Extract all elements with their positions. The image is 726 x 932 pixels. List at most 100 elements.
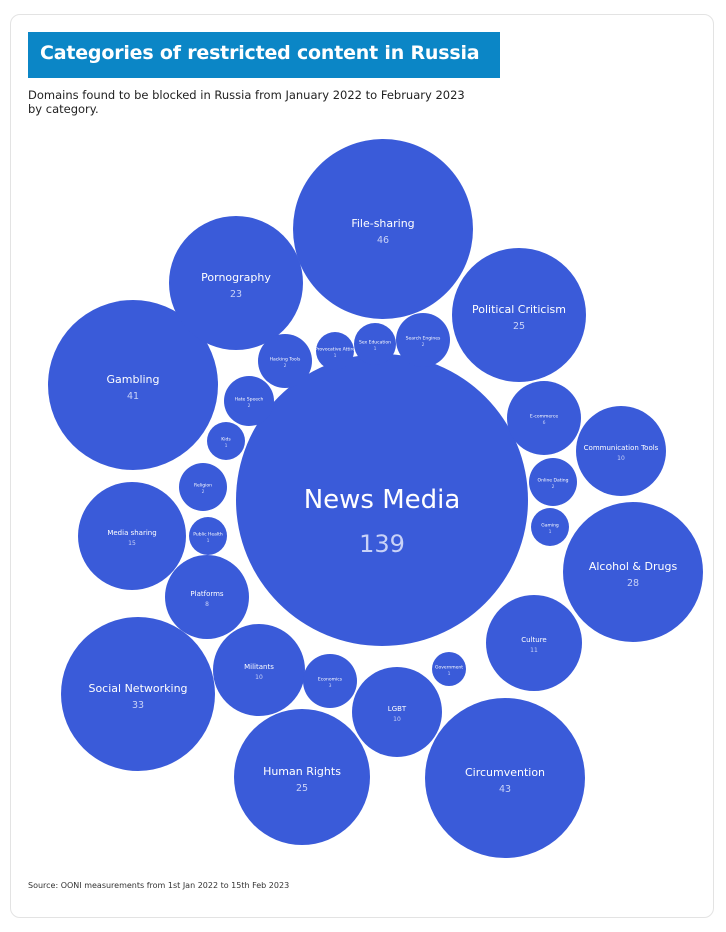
bubble-label-social-networking: Social Networking xyxy=(88,682,187,695)
bubble-value-news-media: 139 xyxy=(359,530,405,558)
bubble-value-kids: 1 xyxy=(225,443,228,449)
bubble-circumvention: Circumvention 43 xyxy=(425,698,585,858)
bubble-label-hate-speech: Hate Speech xyxy=(235,397,264,403)
bubble-circle-platforms xyxy=(165,555,249,639)
bubble-culture: Culture 11 xyxy=(486,595,582,691)
bubble-pornography: Pornography 23 xyxy=(169,216,303,350)
bubble-label-government: Government xyxy=(435,665,463,671)
title-banner: Categories of restricted content in Russ… xyxy=(28,32,500,78)
bubble-label-circumvention: Circumvention xyxy=(465,766,545,779)
bubble-label-news-media: News Media xyxy=(304,485,461,515)
bubble-value-alcohol-and-drugs: 28 xyxy=(627,578,639,589)
bubble-value-gaming: 1 xyxy=(549,529,552,535)
bubble-human-rights: Human Rights 25 xyxy=(234,709,370,845)
bubble-circle-hate-speech xyxy=(224,376,274,426)
bubble-circle-online-dating xyxy=(529,458,577,506)
bubble-value-provocative-attire: 1 xyxy=(334,353,337,359)
bubble-lgbt: LGBT 10 xyxy=(352,667,442,757)
bubble-value-public-health: 1 xyxy=(207,538,210,544)
bubble-value-religion: 2 xyxy=(202,489,205,495)
bubble-label-political-criticism: Political Criticism xyxy=(472,303,566,316)
bubble-value-gambling: 41 xyxy=(127,391,139,402)
bubble-label-pornography: Pornography xyxy=(201,271,271,284)
bubble-news-media: News Media 139 xyxy=(236,354,528,646)
bubble-communication-tools: Communication Tools 10 xyxy=(576,406,666,496)
bubble-label-human-rights: Human Rights xyxy=(263,765,341,778)
bubble-value-communication-tools: 10 xyxy=(617,455,625,462)
bubble-value-economics: 3 xyxy=(329,683,332,689)
bubble-value-sex-education: 1 xyxy=(374,346,377,352)
bubble-circle-sex-education xyxy=(354,323,396,365)
bubble-value-political-criticism: 25 xyxy=(513,321,525,332)
bubble-label-economics: Economics xyxy=(318,677,343,683)
bubble-political-criticism: Political Criticism 25 xyxy=(452,248,586,382)
bubble-label-platforms: Platforms xyxy=(190,590,224,598)
bubble-circle-media-sharing xyxy=(78,482,186,590)
bubble-value-militants: 10 xyxy=(255,674,263,681)
bubble-circle-circumvention xyxy=(425,698,585,858)
bubble-circle-communication-tools xyxy=(576,406,666,496)
bubble-value-hacking-tools: 2 xyxy=(284,363,287,369)
bubble-label-media-sharing: Media sharing xyxy=(107,529,156,537)
bubble-circle-alcohol-and-drugs xyxy=(563,502,703,642)
bubble-value-e-commerce: 6 xyxy=(543,420,546,426)
bubble-label-kids: Kids xyxy=(221,437,231,443)
bubble-label-e-commerce: E-commerce xyxy=(530,414,558,420)
bubble-social-networking: Social Networking 33 xyxy=(61,617,215,771)
bubble-label-alcohol-and-drugs: Alcohol & Drugs xyxy=(589,560,678,573)
bubble-circle-lgbt xyxy=(352,667,442,757)
bubble-value-media-sharing: 15 xyxy=(128,540,136,547)
bubble-label-sex-education: Sex Education xyxy=(359,340,391,346)
bubble-circle-political-criticism xyxy=(452,248,586,382)
bubble-label-file-sharing: File-sharing xyxy=(351,217,414,230)
bubble-circle-gambling xyxy=(48,300,218,470)
bubble-value-file-sharing: 46 xyxy=(377,235,389,246)
bubble-value-human-rights: 25 xyxy=(296,783,308,794)
bubble-value-hate-speech: 2 xyxy=(248,403,251,409)
bubble-value-social-networking: 33 xyxy=(132,700,144,711)
bubble-label-gambling: Gambling xyxy=(106,373,159,386)
bubble-circle-provocative-attire xyxy=(316,332,354,370)
bubble-label-communication-tools: Communication Tools xyxy=(584,444,659,452)
bubble-circle-social-networking xyxy=(61,617,215,771)
bubble-value-lgbt: 10 xyxy=(393,716,401,723)
bubble-circle-hacking-tools xyxy=(258,334,312,388)
bubble-label-hacking-tools: Hacking Tools xyxy=(270,357,301,363)
bubble-value-platforms: 8 xyxy=(205,601,209,608)
bubble-label-online-dating: Online Dating xyxy=(538,478,569,484)
bubble-circle-kids xyxy=(207,422,245,460)
bubble-value-circumvention: 43 xyxy=(499,784,511,795)
chart-subtitle: Domains found to be blocked in Russia fr… xyxy=(28,88,465,116)
bubble-label-public-health: Public Health xyxy=(193,532,223,538)
bubble-label-provocative-attire: Provocative Attire xyxy=(315,347,355,353)
bubble-value-online-dating: 2 xyxy=(552,484,555,490)
bubble-label-search-engines: Search Engines xyxy=(406,336,441,342)
bubble-circle-government xyxy=(432,652,466,686)
bubble-label-religion: Religion xyxy=(194,483,212,489)
bubble-circle-news-media xyxy=(236,354,528,646)
bubble-media-sharing: Media sharing 15 xyxy=(78,482,186,590)
bubble-circle-e-commerce xyxy=(507,381,581,455)
bubble-label-lgbt: LGBT xyxy=(388,705,407,713)
bubble-label-militants: Militants xyxy=(244,663,274,671)
bubble-value-pornography: 23 xyxy=(230,289,242,300)
bubble-circle-culture xyxy=(486,595,582,691)
bubble-circle-human-rights xyxy=(234,709,370,845)
bubble-circle-religion xyxy=(179,463,227,511)
bubble-label-culture: Culture xyxy=(521,636,546,644)
bubble-circle-file-sharing xyxy=(293,139,473,319)
bubble-circle-militants xyxy=(213,624,305,716)
bubble-circle-search-engines xyxy=(396,313,450,367)
